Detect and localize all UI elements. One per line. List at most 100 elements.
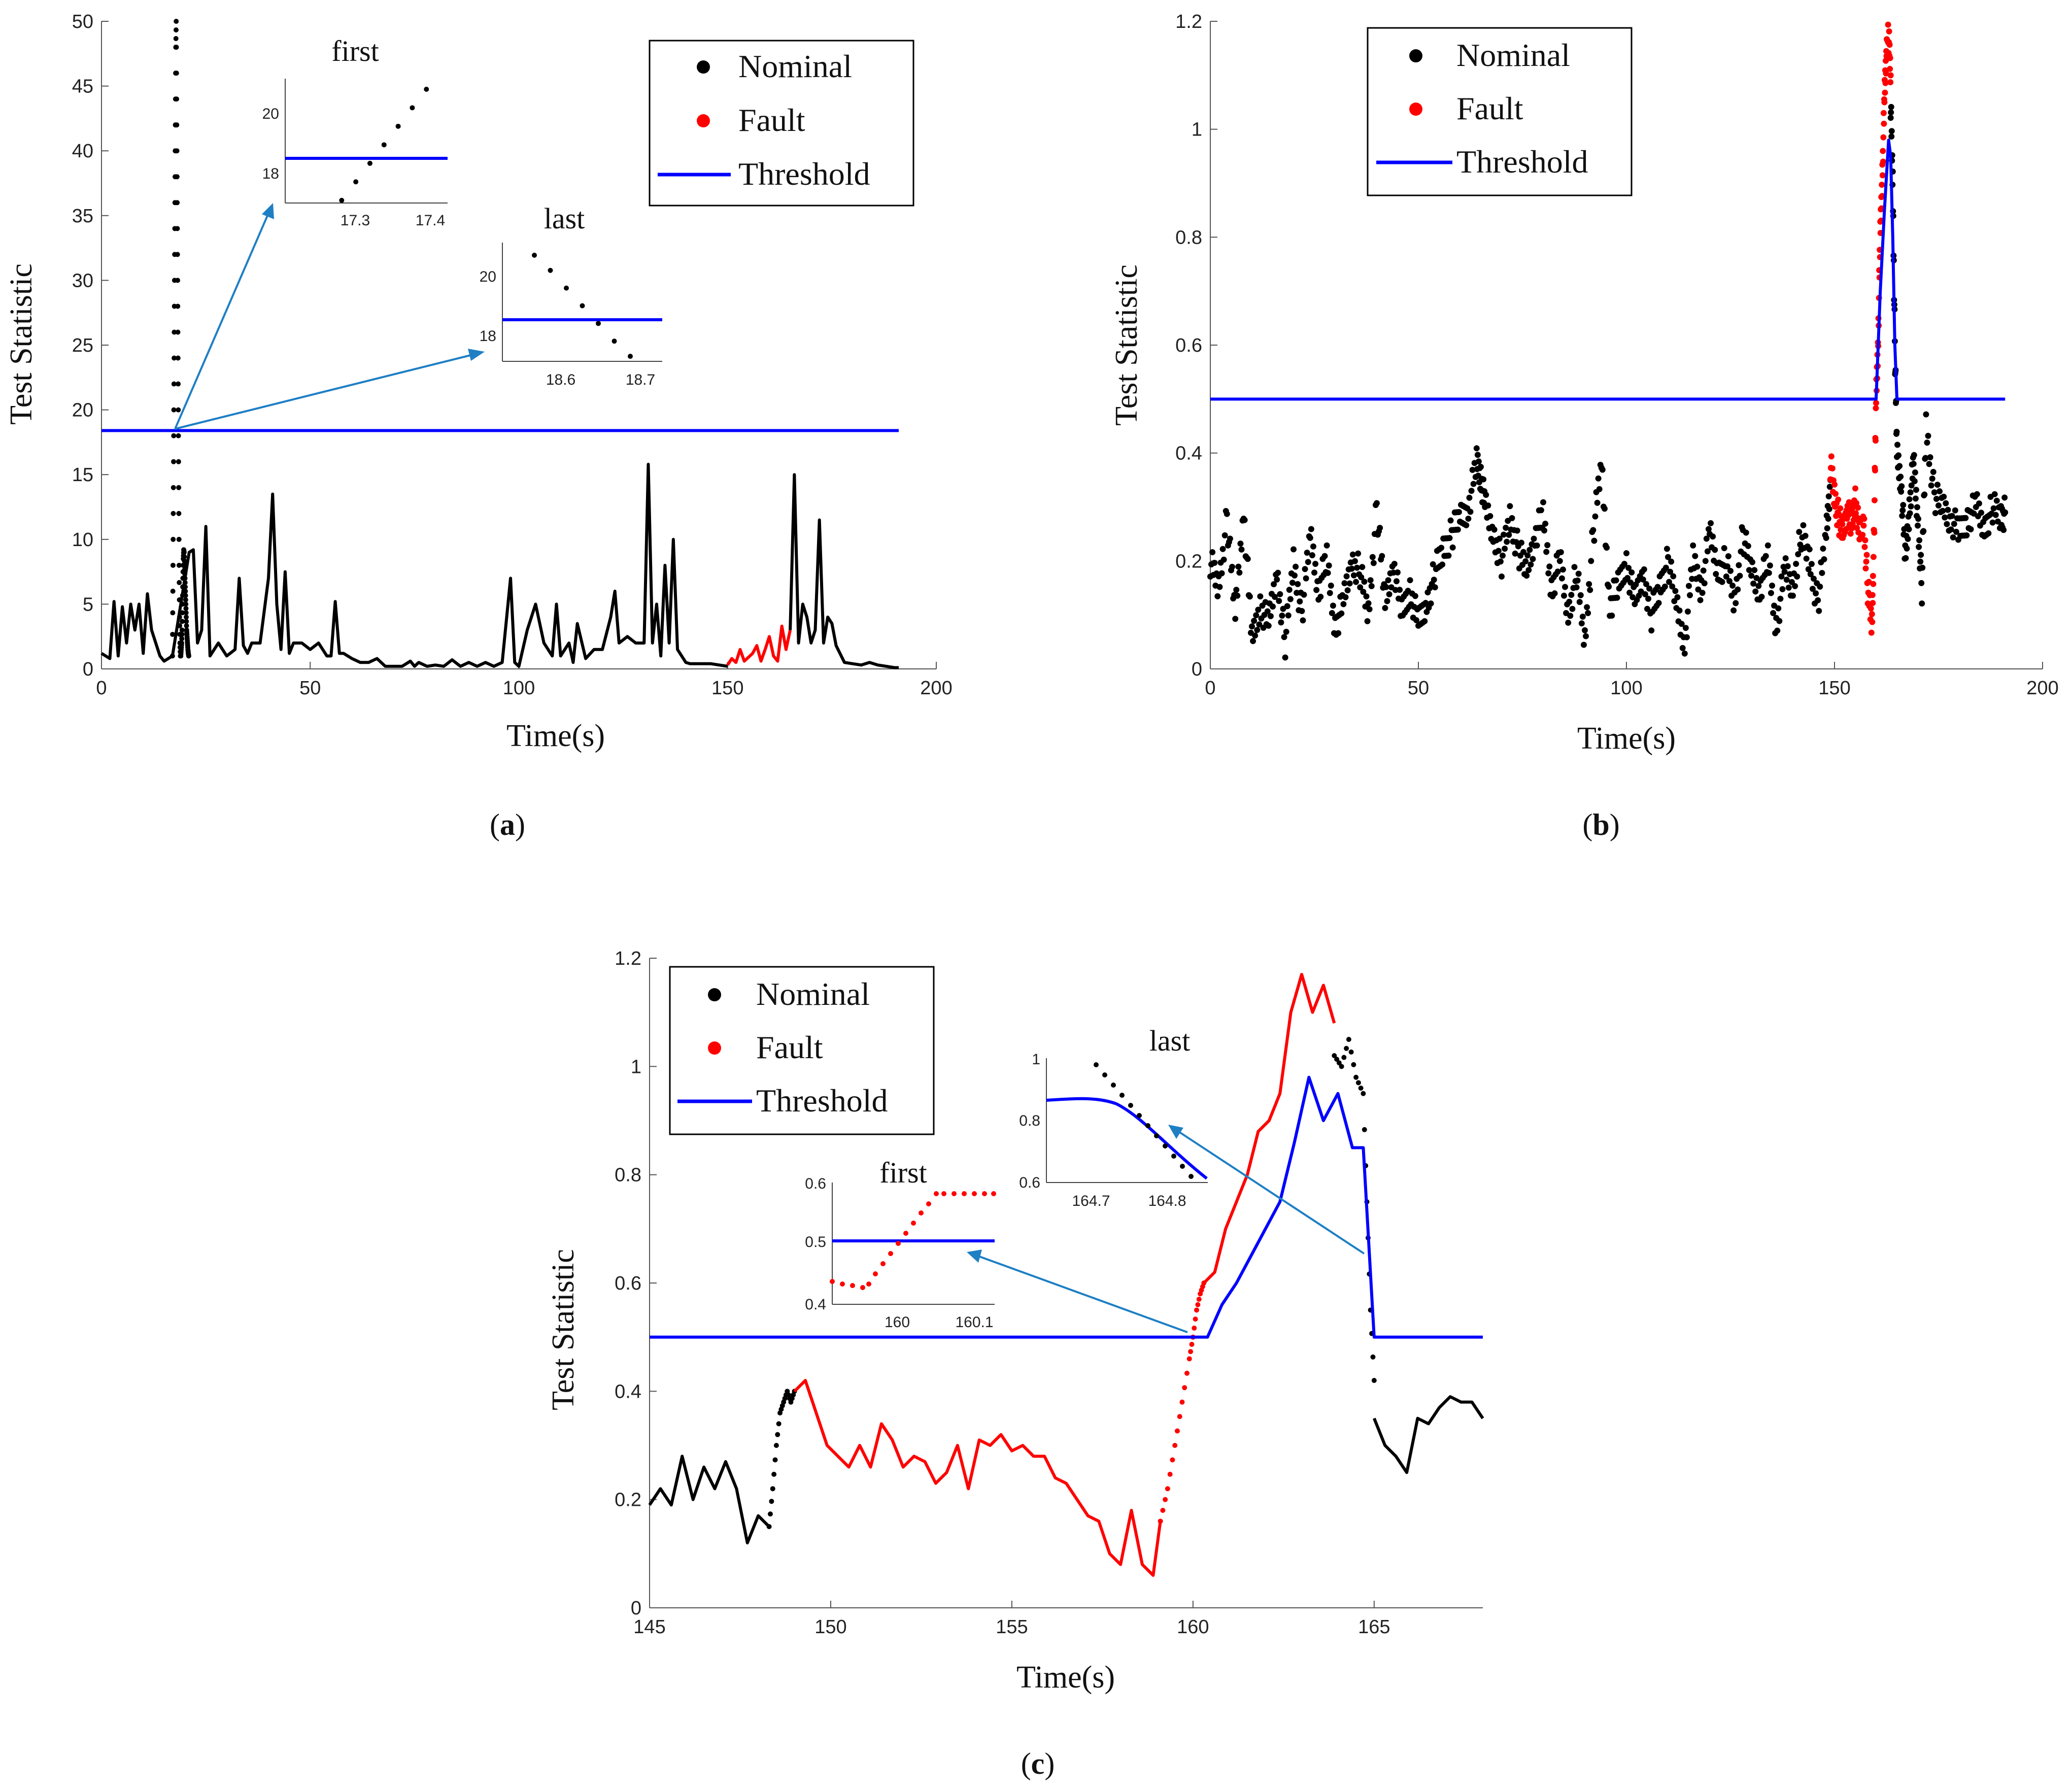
x-tick-label: 0 xyxy=(96,678,107,699)
fault-data-point xyxy=(1870,581,1877,587)
nominal-data-point xyxy=(1302,566,1308,572)
nominal-data-point xyxy=(1708,520,1714,526)
nominal-data-point xyxy=(173,27,179,33)
fault-data-point xyxy=(1172,1443,1178,1448)
nominal-data-point xyxy=(1377,525,1383,531)
nominal-data-point xyxy=(1795,551,1802,558)
arrow-to-first-inset xyxy=(976,1255,1188,1333)
fault-data-point xyxy=(1831,481,1838,488)
fault-data-point xyxy=(1867,605,1874,612)
nominal-data-point xyxy=(177,580,182,585)
inset-data-point xyxy=(911,1221,916,1226)
inset-first-ytick: 0.4 xyxy=(805,1296,826,1313)
nominal-data-point xyxy=(1614,594,1620,601)
nominal-data-point xyxy=(1358,1086,1364,1091)
nominal-data-point xyxy=(1340,601,1347,607)
nominal-data-point xyxy=(1219,546,1226,552)
panel-b-chart: 0 50 100 150 200 0 0.2 0.4 0.6 0.8 1 1.2 Time(s) Te… xyxy=(1109,11,2059,841)
nominal-data-point xyxy=(1447,517,1454,524)
nominal-data-point xyxy=(1710,533,1716,540)
panel-c-inset-arrows xyxy=(967,1125,1365,1333)
nominal-data-point xyxy=(175,226,180,231)
nominal-data-point xyxy=(1898,483,1905,490)
nominal-data-point xyxy=(1933,496,1940,502)
nominal-data-point xyxy=(176,381,181,387)
nominal-data-point xyxy=(1264,608,1271,615)
nominal-data-point xyxy=(1599,466,1606,473)
inset-first-title: first xyxy=(879,1156,927,1189)
fault-data-point xyxy=(1880,148,1886,154)
fault-data-point xyxy=(1862,565,1869,572)
nominal-data-point xyxy=(170,631,176,637)
nominal-data-point xyxy=(1953,528,1959,535)
nominal-data-point xyxy=(2001,494,2008,501)
fault-data-point xyxy=(1832,491,1839,497)
nominal-data-point xyxy=(1455,509,1462,515)
nominal-data-point xyxy=(1367,577,1374,584)
x-tick-label: 100 xyxy=(1610,678,1642,699)
nominal-data-point xyxy=(1805,566,1812,572)
nominal-data-point xyxy=(1976,500,1982,507)
nominal-data-point xyxy=(1428,600,1434,607)
nominal-data-point xyxy=(1820,546,1826,552)
nominal-data-point xyxy=(1558,575,1565,582)
legend-nominal-label: Nominal xyxy=(1456,37,1570,73)
panel-c-chart: 145 150 155 160 165 0 0.2 0.4 0.6 0.8 1 1.2 Time(s)… xyxy=(546,948,1484,1780)
nominal-data-point xyxy=(1686,583,1692,589)
threshold-series-line xyxy=(650,1075,1483,1339)
nominal-data-point xyxy=(1354,564,1361,571)
nominal-data-point xyxy=(1407,577,1413,584)
fault-data-point xyxy=(1862,537,1869,544)
nominal-data-point xyxy=(1329,610,1335,617)
nominal-data-point xyxy=(1361,579,1368,585)
nominal-data-point xyxy=(1487,513,1493,519)
nominal-data-point xyxy=(1304,550,1310,556)
nominal-data-point xyxy=(1758,593,1765,600)
nominal-data-point xyxy=(169,653,175,659)
fault-data-point xyxy=(1861,544,1868,550)
panel-b-series xyxy=(1207,21,2009,661)
nominal-data-point xyxy=(1371,1378,1377,1383)
inset-first-dots xyxy=(339,86,429,203)
fault-data-point xyxy=(1883,70,1889,77)
nominal-data-point xyxy=(1667,568,1674,575)
nominal-data-point xyxy=(1500,552,1506,559)
panel-a-legend: Nominal Fault Threshold xyxy=(649,40,914,207)
inset-first-ytick: 0.5 xyxy=(805,1234,826,1251)
nominal-data-point xyxy=(1357,584,1364,591)
nominal-data-point xyxy=(1655,600,1662,606)
nominal-data-point xyxy=(1674,594,1681,600)
nominal-data-point xyxy=(1270,603,1276,610)
nominal-data-point xyxy=(1916,537,1923,544)
nominal-data-point xyxy=(1353,1074,1359,1080)
fault-data-point xyxy=(1192,1325,1197,1331)
legend-nominal-marker xyxy=(708,988,721,1001)
nominal-data-point xyxy=(1244,556,1251,562)
nominal-data-point xyxy=(1679,645,1686,651)
nominal-data-point xyxy=(1251,618,1258,624)
nominal-data-point xyxy=(1625,564,1632,571)
nominal-data-point xyxy=(1323,542,1330,549)
nominal-data-point xyxy=(1993,497,2000,504)
nominal-series-line xyxy=(1373,1395,1484,1474)
nominal-data-point xyxy=(1509,515,1515,521)
nominal-data-point xyxy=(1781,568,1788,575)
inset-data-point xyxy=(410,105,415,111)
nominal-data-point xyxy=(1246,593,1253,600)
nominal-data-point xyxy=(1218,570,1225,577)
nominal-data-point xyxy=(1821,556,1827,563)
inset-last-xtick: 18.7 xyxy=(626,372,655,388)
inset-first-xtick: 17.3 xyxy=(341,212,370,229)
nominal-data-point xyxy=(1249,623,1255,630)
nominal-data-point xyxy=(1697,597,1704,603)
nominal-data-point xyxy=(1713,570,1719,577)
nominal-data-point xyxy=(1330,602,1336,609)
nominal-data-point xyxy=(1628,569,1635,576)
fault-data-point xyxy=(1887,65,1893,72)
nominal-data-point xyxy=(1256,621,1263,628)
nominal-data-point xyxy=(1370,1354,1376,1360)
nominal-data-point xyxy=(1344,587,1351,594)
nominal-data-point xyxy=(175,329,181,335)
nominal-data-point xyxy=(1554,568,1561,575)
